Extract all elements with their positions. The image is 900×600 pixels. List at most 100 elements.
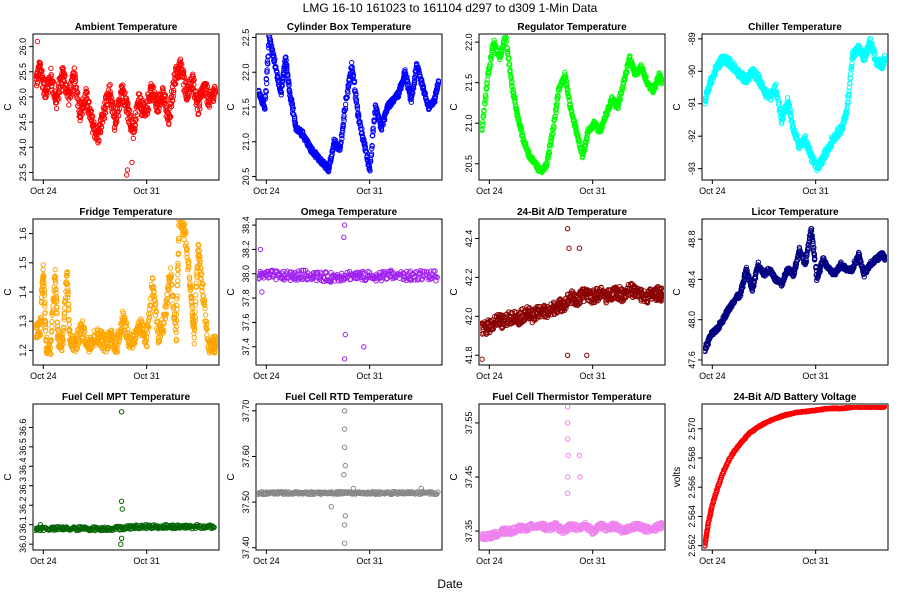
data-point: [133, 117, 139, 123]
data-point: [787, 106, 793, 113]
data-point: [120, 82, 126, 88]
data-point: [278, 89, 284, 95]
data-point: [191, 321, 197, 327]
panel-title: Cylinder Box Temperature: [287, 22, 412, 33]
data-point: [184, 246, 190, 252]
data-point: [38, 67, 44, 73]
data-series: [480, 226, 664, 362]
data-point: [48, 337, 55, 343]
data-series: [703, 226, 887, 355]
x-tick-label: Oct 24: [30, 371, 57, 381]
data-point: [426, 275, 432, 281]
data-point: [554, 102, 560, 109]
data-point: [658, 286, 664, 292]
y-tick-label: 38.0: [241, 265, 251, 283]
data-point: [481, 108, 487, 115]
data-point: [110, 103, 117, 110]
data-point: [41, 290, 47, 296]
data-point: [273, 276, 279, 283]
data-point: [658, 293, 664, 299]
data-point: [197, 106, 203, 112]
data-point: [72, 78, 79, 85]
data-point: [351, 79, 357, 86]
x-tick-label: Oct 31: [133, 186, 160, 196]
data-point: [410, 86, 416, 93]
data-point: [483, 95, 489, 101]
data-point: [49, 323, 55, 330]
data-point: [332, 278, 338, 284]
y-tick-label: 20.5: [464, 155, 474, 173]
data-point: [204, 83, 211, 90]
data-point: [420, 83, 426, 90]
outlier-point: [341, 222, 348, 228]
data-point: [192, 88, 199, 94]
data-point: [415, 67, 422, 73]
data-point: [544, 162, 550, 168]
data-point: [123, 319, 129, 326]
data-point: [846, 84, 853, 91]
data-point: [513, 103, 519, 110]
data-point: [190, 71, 196, 77]
data-point: [273, 68, 280, 74]
data-point: [816, 165, 822, 172]
data-point: [159, 330, 166, 336]
y-tick-label: 38.4: [241, 216, 251, 234]
y-tick-label: 22.5: [241, 29, 251, 47]
data-point: [53, 286, 59, 292]
data-point: [171, 311, 178, 317]
data-point: [523, 140, 529, 147]
data-point: [807, 145, 813, 151]
data-point: [191, 341, 197, 347]
data-point: [848, 66, 855, 72]
panel-24-bit-a-d-temperature: 24-Bit A/D TemperatureC41.842.042.242.4O…: [449, 207, 666, 381]
data-point: [173, 323, 180, 330]
data-point: [101, 115, 108, 121]
data-point: [381, 270, 387, 276]
data-point: [112, 127, 118, 133]
y-tick-label: 25.0: [18, 88, 28, 106]
data-point: [339, 270, 345, 276]
outlier-point: [576, 245, 583, 251]
data-point: [497, 54, 504, 60]
data-point: [339, 136, 345, 142]
y-tick-label: 42.4: [464, 230, 474, 248]
data-point: [202, 312, 209, 318]
data-point: [200, 293, 207, 299]
data-point: [773, 81, 779, 88]
data-point: [82, 104, 88, 110]
data-point: [60, 66, 66, 73]
data-point: [196, 100, 203, 106]
data-point: [191, 327, 198, 333]
data-point: [180, 67, 186, 73]
data-point: [48, 351, 54, 357]
data-point: [114, 119, 120, 125]
x-tick-label: Oct 24: [476, 186, 503, 196]
data-point: [41, 283, 47, 289]
data-point: [881, 58, 887, 64]
data-point: [188, 286, 194, 292]
data-point: [261, 103, 267, 110]
data-point: [484, 80, 490, 86]
x-tick-label: Oct 24: [253, 371, 280, 381]
y-tick-label: 37.8: [241, 289, 251, 307]
data-point: [871, 47, 877, 54]
data-point: [192, 309, 198, 315]
data-point: [52, 277, 59, 283]
data-point: [72, 71, 78, 77]
data-point: [782, 108, 788, 115]
data-point: [41, 273, 47, 279]
data-point: [188, 295, 195, 301]
data-point: [786, 101, 792, 108]
y-tick-label: 37.4: [241, 338, 251, 356]
data-point: [376, 114, 382, 121]
data-point: [62, 295, 69, 301]
data-point: [174, 317, 180, 324]
data-point: [489, 49, 495, 55]
data-point: [487, 61, 493, 68]
data-point: [262, 96, 268, 102]
x-tick-label: Oct 24: [253, 186, 280, 196]
y-tick-label: 20.5: [241, 168, 251, 186]
data-point: [186, 276, 193, 282]
data-point: [211, 90, 218, 97]
data-point: [433, 278, 439, 284]
